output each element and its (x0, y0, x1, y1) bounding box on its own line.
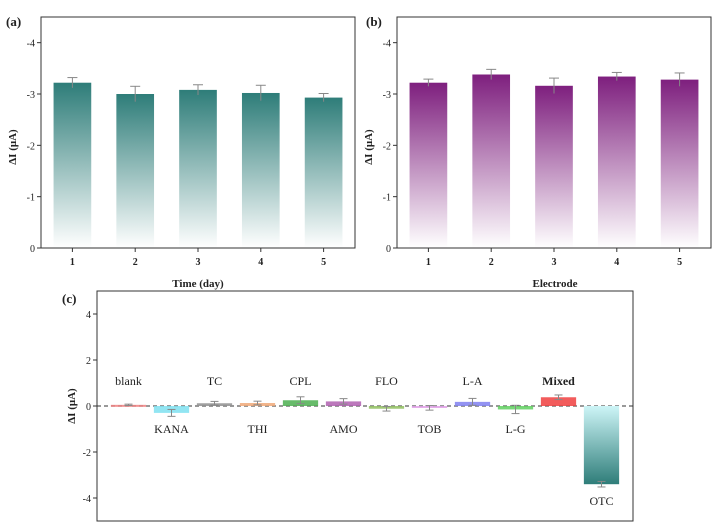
panel-label-c: (c) (62, 291, 76, 306)
bar (597, 76, 636, 249)
y-tick-label: 0 (86, 402, 91, 413)
plot-frame-b (396, 16, 712, 249)
x-tick-label: 2 (489, 257, 494, 268)
x-tick-label: 2 (133, 257, 138, 268)
y-tick-label: -1 (383, 193, 391, 204)
bar (116, 94, 155, 248)
bar (535, 85, 573, 248)
y-tick-label: 0 (30, 244, 35, 255)
plot-frame-c (96, 290, 634, 522)
bar (409, 82, 448, 248)
category-label: AMO (329, 422, 357, 436)
x-tick-label: 4 (258, 257, 263, 268)
x-tick-label: 3 (552, 257, 557, 268)
y-tick-label: -4 (83, 494, 91, 505)
y-tick-label: -4 (383, 39, 391, 50)
plot-frame-a (40, 16, 356, 249)
category-label: L-A (463, 374, 483, 388)
x-tick-label: 5 (677, 257, 682, 268)
category-label: OTC (590, 494, 614, 508)
y-axis-label-b: ΔI (μA) (363, 129, 375, 165)
x-axis-label-b: Electrode (532, 278, 577, 290)
panel-label-a: (a) (6, 14, 21, 29)
x-tick-label: 5 (321, 257, 326, 268)
x-tick-label: 1 (426, 257, 431, 268)
bar (241, 92, 280, 249)
x-tick-label: 4 (614, 257, 619, 268)
bar (660, 79, 699, 248)
y-tick-label: 2 (86, 356, 91, 367)
bar (179, 89, 217, 248)
category-label: FLO (375, 374, 398, 388)
bar (583, 406, 620, 485)
category-label: blank (115, 374, 142, 388)
category-label: Mixed (542, 374, 575, 388)
category-label: TC (207, 374, 222, 388)
y-tick-label: -2 (83, 448, 91, 459)
bar (472, 74, 511, 248)
y-tick-label: -3 (383, 90, 391, 101)
category-label: TOB (418, 422, 442, 436)
y-tick-label: -3 (27, 90, 35, 101)
y-tick-label: -2 (383, 141, 391, 152)
panel-c: (c) ΔI (μA) 4 2 0 -2 -4 blank KANA TC THI CPL AMO F… (62, 290, 634, 522)
bar (304, 97, 343, 249)
y-axis-label-a: ΔI (μA) (7, 129, 19, 165)
y-tick-label: -4 (27, 39, 35, 50)
panel-b: (b) ΔI (μA) Electrode 0 -1 -2 -3 -4 1 2 3 4 5 (363, 14, 712, 290)
panel-label-b: (b) (366, 14, 382, 29)
x-axis-label-a: Time (day) (172, 278, 224, 290)
x-tick-label: 3 (196, 257, 201, 268)
category-label: THI (248, 422, 268, 436)
category-label: L-G (506, 422, 526, 436)
category-label: KANA (154, 422, 189, 436)
y-tick-label: 0 (386, 244, 391, 255)
bar (540, 397, 577, 406)
category-label: CPL (289, 374, 311, 388)
y-tick-label: -1 (27, 193, 35, 204)
panel-a: (a) ΔI (μA) Time (day) 0 -1 -2 -3 -4 1 2 3 4 5 (6, 14, 356, 290)
bar (53, 82, 92, 248)
x-tick-label: 1 (70, 257, 75, 268)
y-tick-label: -2 (27, 141, 35, 152)
y-axis-label-c: ΔI (μA) (66, 388, 78, 424)
y-tick-label: 4 (86, 310, 91, 321)
